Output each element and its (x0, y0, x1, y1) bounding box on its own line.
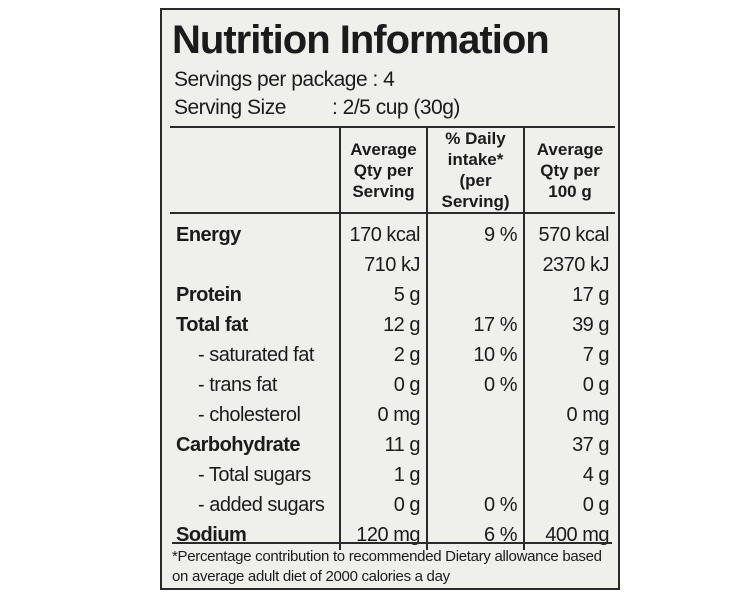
value-cell: 0 % (426, 370, 524, 400)
value-cell: 37 g (523, 430, 615, 460)
value-cell: 570 kcal (523, 213, 615, 250)
serving-size-label: Serving Size (174, 96, 286, 119)
row-label: Protein (176, 283, 242, 306)
serving-size-value: : 2/5 cup (30g) (332, 96, 460, 119)
value-cell: 0 g (339, 370, 427, 400)
table-row: - Total sugars 1 g 4 g (170, 460, 615, 490)
row-label: - Total sugars (198, 463, 311, 486)
row-label: - saturated fat (198, 343, 314, 366)
value-cell: 0 g (523, 490, 615, 520)
value-cell: 120 mg (339, 520, 427, 550)
row-label: Carbohydrate (176, 433, 301, 456)
value-cell: 0 mg (339, 400, 427, 430)
column-header: Average Qty per 100 g (523, 126, 615, 214)
footnote: *Percentage contribution to recommended … (172, 542, 612, 587)
servings: Servings per package : 4 (174, 68, 395, 91)
row-label: Sodium (176, 523, 247, 546)
table-row: Sodium 120 mg 6 % 400 mg (170, 520, 615, 550)
value-cell (426, 250, 524, 280)
header-row: Average Qty per Serving% Daily intake* (… (170, 126, 615, 214)
table-row: Total fat 12 g 17 % 39 g (170, 310, 615, 340)
row-label: Total fat (176, 313, 248, 336)
value-cell (426, 430, 524, 460)
value-cell: 2 g (339, 340, 427, 370)
row-label: - trans fat (198, 373, 277, 396)
header-cell (170, 126, 340, 214)
row-label: - added sugars (198, 493, 325, 516)
title: Nutrition Information (172, 18, 550, 62)
value-cell: 0 g (339, 490, 427, 520)
value-cell: 400 mg (523, 520, 615, 550)
value-cell (426, 280, 524, 310)
value-cell: 5 g (339, 280, 427, 310)
column-header: Average Qty per Serving (339, 126, 427, 214)
value-cell: 10 % (426, 340, 524, 370)
table-row: Energy 170 kcal 9 % 570 kcal (170, 213, 615, 250)
value-cell: 6 % (426, 520, 524, 550)
value-cell: 17 g (523, 280, 615, 310)
value-cell: 170 kcal (339, 213, 427, 250)
value-cell (426, 460, 524, 490)
table-row: 710 kJ 2370 kJ (170, 250, 615, 280)
column-header: % Daily intake* (per Serving) (426, 126, 524, 214)
value-cell: 4 g (523, 460, 615, 490)
nutrition-label: Nutrition Information Servings per packa… (160, 8, 620, 590)
value-cell: 9 % (426, 213, 524, 250)
table-row: Carbohydrate 11 g 37 g (170, 430, 615, 460)
row-label: Energy (176, 223, 241, 246)
table-row: - saturated fat 2 g 10 % 7 g (170, 340, 615, 370)
value-cell: 11 g (339, 430, 427, 460)
value-cell: 39 g (523, 310, 615, 340)
value-cell: 7 g (523, 340, 615, 370)
value-cell: 710 kJ (339, 250, 427, 280)
row-label (170, 250, 340, 280)
nutrition-table: Average Qty per Serving% Daily intake* (… (170, 126, 615, 550)
value-cell: 0 % (426, 490, 524, 520)
table-row: - cholesterol 0 mg 0 mg (170, 400, 615, 430)
value-cell: 17 % (426, 310, 524, 340)
row-label: - cholesterol (198, 403, 301, 426)
value-cell: 0 g (523, 370, 615, 400)
table-body: Energy 170 kcal 9 % 570 kcal 710 kJ 2370 kJ Pr… (170, 213, 615, 550)
value-cell: 1 g (339, 460, 427, 490)
value-cell (426, 400, 524, 430)
table-row: Protein 5 g 17 g (170, 280, 615, 310)
value-cell: 12 g (339, 310, 427, 340)
value-cell: 0 mg (523, 400, 615, 430)
value-cell: 2370 kJ (523, 250, 615, 280)
